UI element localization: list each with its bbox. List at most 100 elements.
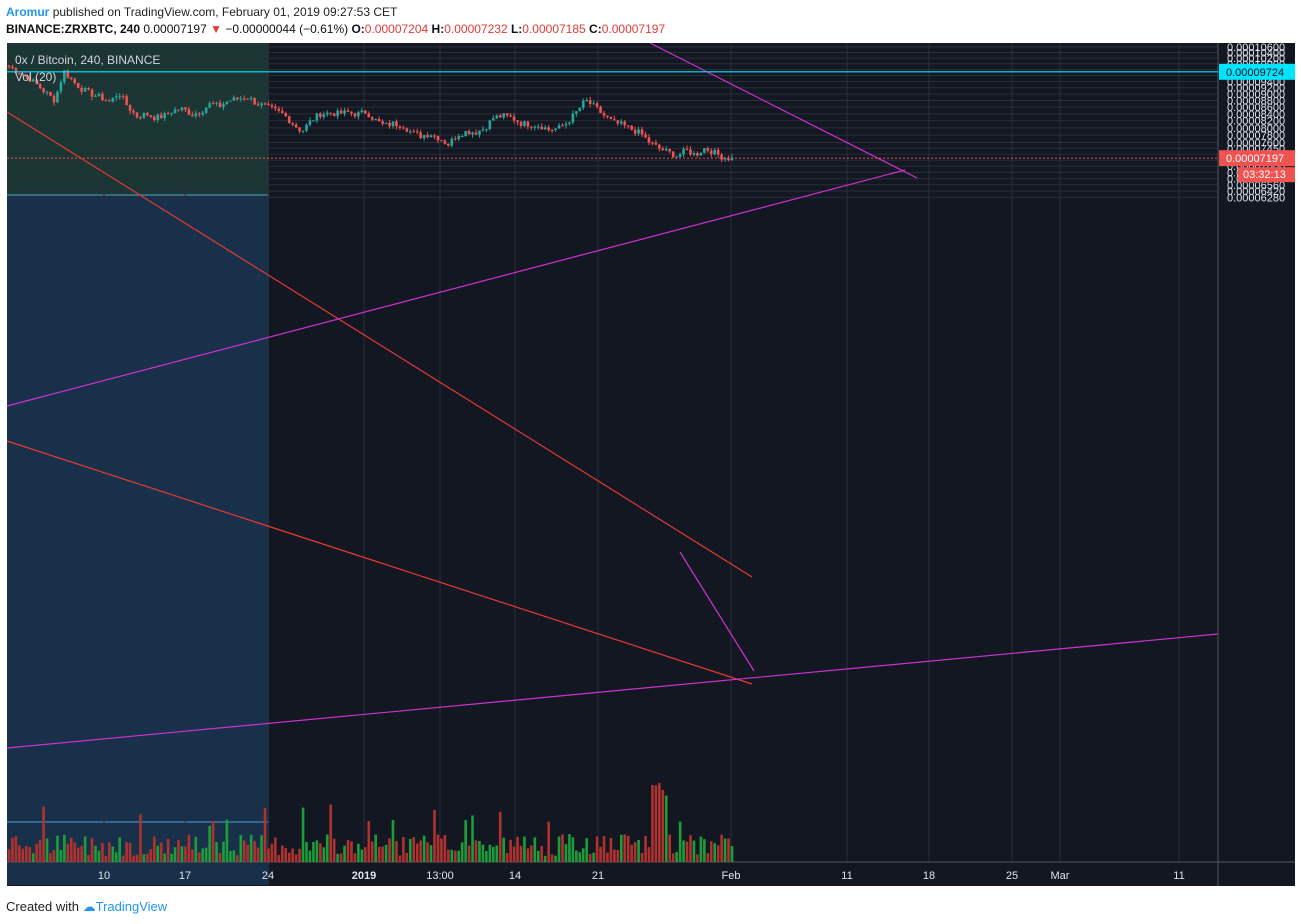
candle [568, 122, 571, 124]
volume-bar [630, 844, 633, 862]
candle [626, 125, 630, 127]
candle [66, 70, 70, 78]
candle [11, 66, 14, 69]
volume-bar [436, 834, 440, 862]
candle [595, 103, 599, 107]
candle [658, 144, 661, 149]
candle [374, 119, 377, 121]
time-tick-label: 2019 [352, 870, 376, 882]
volume-bar [540, 845, 544, 862]
candle [146, 112, 149, 116]
volume-bar [156, 845, 160, 862]
last-price: 0.00007197 [143, 22, 207, 36]
candle [443, 140, 447, 144]
volume-bar [69, 837, 73, 862]
candle [156, 114, 160, 121]
volume-bar [381, 846, 384, 862]
volume-bar [398, 855, 402, 862]
candle [322, 114, 326, 117]
volume-bar [187, 834, 191, 862]
volume-bar [557, 836, 561, 862]
candle [668, 149, 672, 152]
volume-bar [395, 841, 398, 862]
candle [633, 129, 637, 134]
candle [578, 107, 582, 112]
volume-bar [575, 850, 578, 862]
volume-bar [291, 848, 294, 862]
author-name[interactable]: Aromur [6, 5, 50, 19]
volume-bar [253, 841, 256, 862]
volume-bar [440, 838, 443, 862]
volume-bar [222, 841, 225, 862]
volume-bar [142, 854, 146, 862]
candle [73, 79, 77, 83]
volume-bar [24, 845, 28, 862]
volume-bar [149, 849, 153, 862]
footer-brand[interactable]: TradingView [95, 899, 168, 914]
candle [215, 102, 218, 104]
price-tick-label: 0.00010400 [1227, 48, 1285, 60]
candle [533, 126, 537, 128]
volume-bar [274, 837, 277, 862]
candle [699, 152, 703, 156]
volume-bar [626, 835, 630, 862]
candle [402, 127, 405, 129]
candle [613, 119, 616, 121]
volume-bar [139, 814, 142, 862]
candle [730, 157, 734, 161]
candle [433, 135, 436, 137]
volume-bar [453, 850, 457, 862]
highlight-range [7, 195, 269, 885]
volume-bar [364, 847, 367, 862]
time-tick-label: 11 [841, 870, 852, 882]
candle [97, 93, 101, 96]
volume-bar [87, 854, 90, 862]
volume-bar [121, 855, 125, 862]
candle [716, 149, 720, 155]
candle [543, 127, 547, 130]
candle [453, 138, 457, 140]
volume-bar [644, 836, 647, 862]
candle [211, 103, 215, 105]
candle [229, 100, 232, 102]
volume-bar [723, 838, 727, 862]
volume-bar [443, 835, 447, 862]
candle [163, 113, 166, 119]
volume-bar [277, 855, 281, 862]
volume-bar [488, 844, 492, 862]
candle [159, 114, 163, 119]
candle [440, 140, 443, 142]
candle [132, 110, 135, 113]
volume-bar [128, 842, 132, 862]
volume-bar [101, 843, 104, 862]
candle [101, 93, 104, 101]
volume-bar [492, 846, 495, 862]
candle [76, 82, 80, 88]
candle [547, 127, 550, 130]
candle [523, 121, 526, 126]
volume-bar [28, 847, 32, 862]
volume-bar [21, 848, 25, 862]
down-arrow-icon: ▼ [210, 22, 222, 36]
candle [38, 84, 42, 89]
volume-bar [308, 850, 312, 862]
price-tick-label: 0.00008600 [1227, 102, 1285, 114]
candle [651, 142, 654, 144]
candle [640, 129, 644, 135]
price-tick-label: 0.00009200 [1227, 83, 1285, 95]
candle [343, 110, 346, 114]
volume-bar [177, 840, 180, 862]
candle [49, 91, 52, 96]
candle [630, 125, 633, 130]
candle [21, 74, 25, 76]
published-line: Aromur published on TradingView.com, Feb… [6, 5, 397, 19]
volume-bar [402, 837, 405, 862]
volume-bar [63, 834, 66, 862]
candle [450, 138, 454, 146]
volume-bar [260, 835, 263, 862]
volume-bar [447, 849, 450, 862]
volume-bar [242, 840, 246, 862]
volume-bar [613, 849, 616, 862]
volume-bar [620, 834, 623, 862]
